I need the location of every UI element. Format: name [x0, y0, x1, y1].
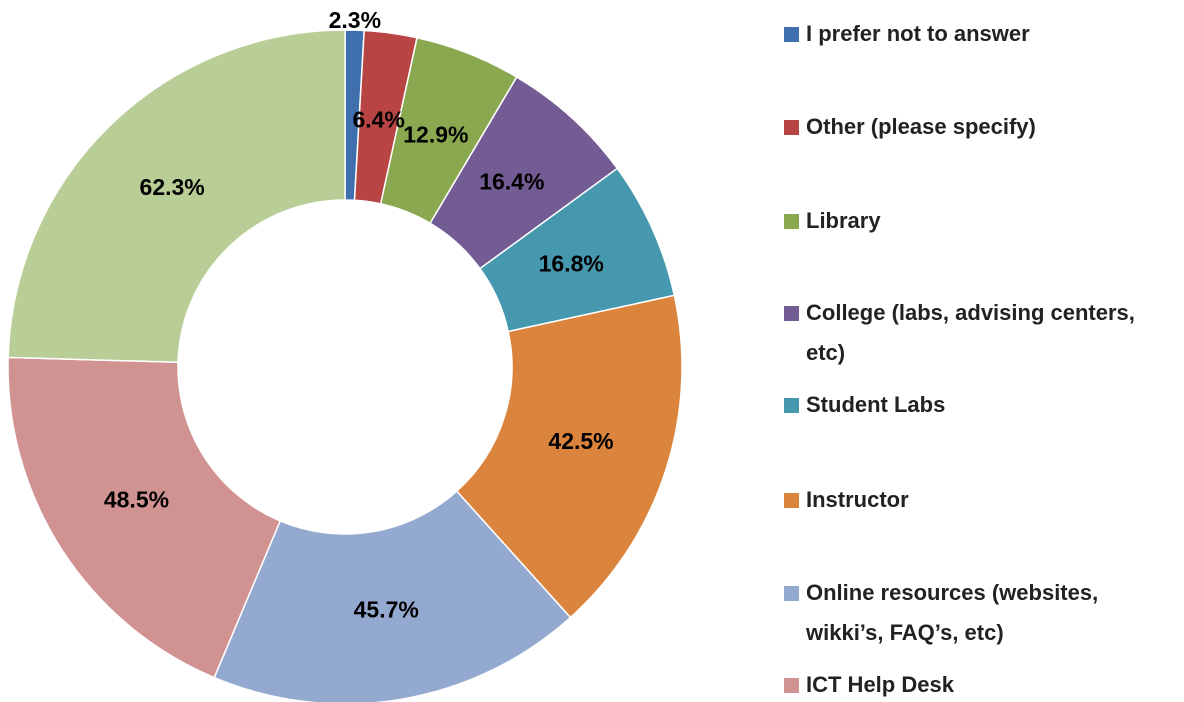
legend-label: I prefer not to answer	[806, 21, 1030, 46]
legend-swatch	[784, 306, 799, 321]
legend-swatch	[784, 493, 799, 508]
legend-label: ICT Help Desk	[806, 672, 954, 697]
legend-swatch	[784, 27, 799, 42]
legend-swatch	[784, 398, 799, 413]
data-label: 42.5%	[548, 428, 613, 454]
data-label: 48.5%	[104, 486, 169, 512]
data-label: 16.8%	[539, 250, 604, 276]
legend-item: Instructor	[784, 480, 1174, 520]
legend-swatch	[784, 120, 799, 135]
data-label: 12.9%	[403, 121, 468, 147]
legend-swatch	[784, 214, 799, 229]
legend-item: Library	[784, 201, 1174, 241]
slice	[455, 294, 683, 619]
legend-swatch	[784, 586, 799, 601]
legend-item: Student Labs	[784, 385, 1174, 425]
legend-label: College (labs, advising centers, etc)	[806, 300, 1135, 365]
legend-label: Library	[806, 208, 881, 233]
slice	[213, 490, 572, 702]
data-label: 62.3%	[140, 174, 205, 200]
slice	[7, 29, 346, 364]
data-label: 45.7%	[354, 597, 419, 623]
legend-item: Other (please specify)	[784, 107, 1174, 147]
legend-label: Other (please specify)	[806, 114, 1036, 139]
data-label: 2.3%	[329, 7, 381, 33]
legend-label: Student Labs	[806, 392, 946, 417]
legend-item: College (labs, advising centers, etc)	[784, 293, 1174, 373]
legend-item: Online resources (websites, wikki’s, FAQ…	[784, 573, 1174, 653]
donut-area: 2.3% 6.4%12.9% 16.4% 16.8% 42.5% 45.7% 48.5% 62…	[7, 7, 683, 702]
legend-item: I prefer not to answer	[784, 14, 1174, 54]
legend-label: Online resources (websites, wikki’s, FAQ…	[806, 580, 1099, 645]
data-label: 16.4%	[479, 169, 544, 195]
legend-swatch	[784, 678, 799, 693]
data-label: 6.4%	[352, 106, 404, 132]
legend-item: ICT Help Desk	[784, 665, 1174, 702]
slice	[7, 356, 282, 679]
legend-label: Instructor	[806, 487, 909, 512]
